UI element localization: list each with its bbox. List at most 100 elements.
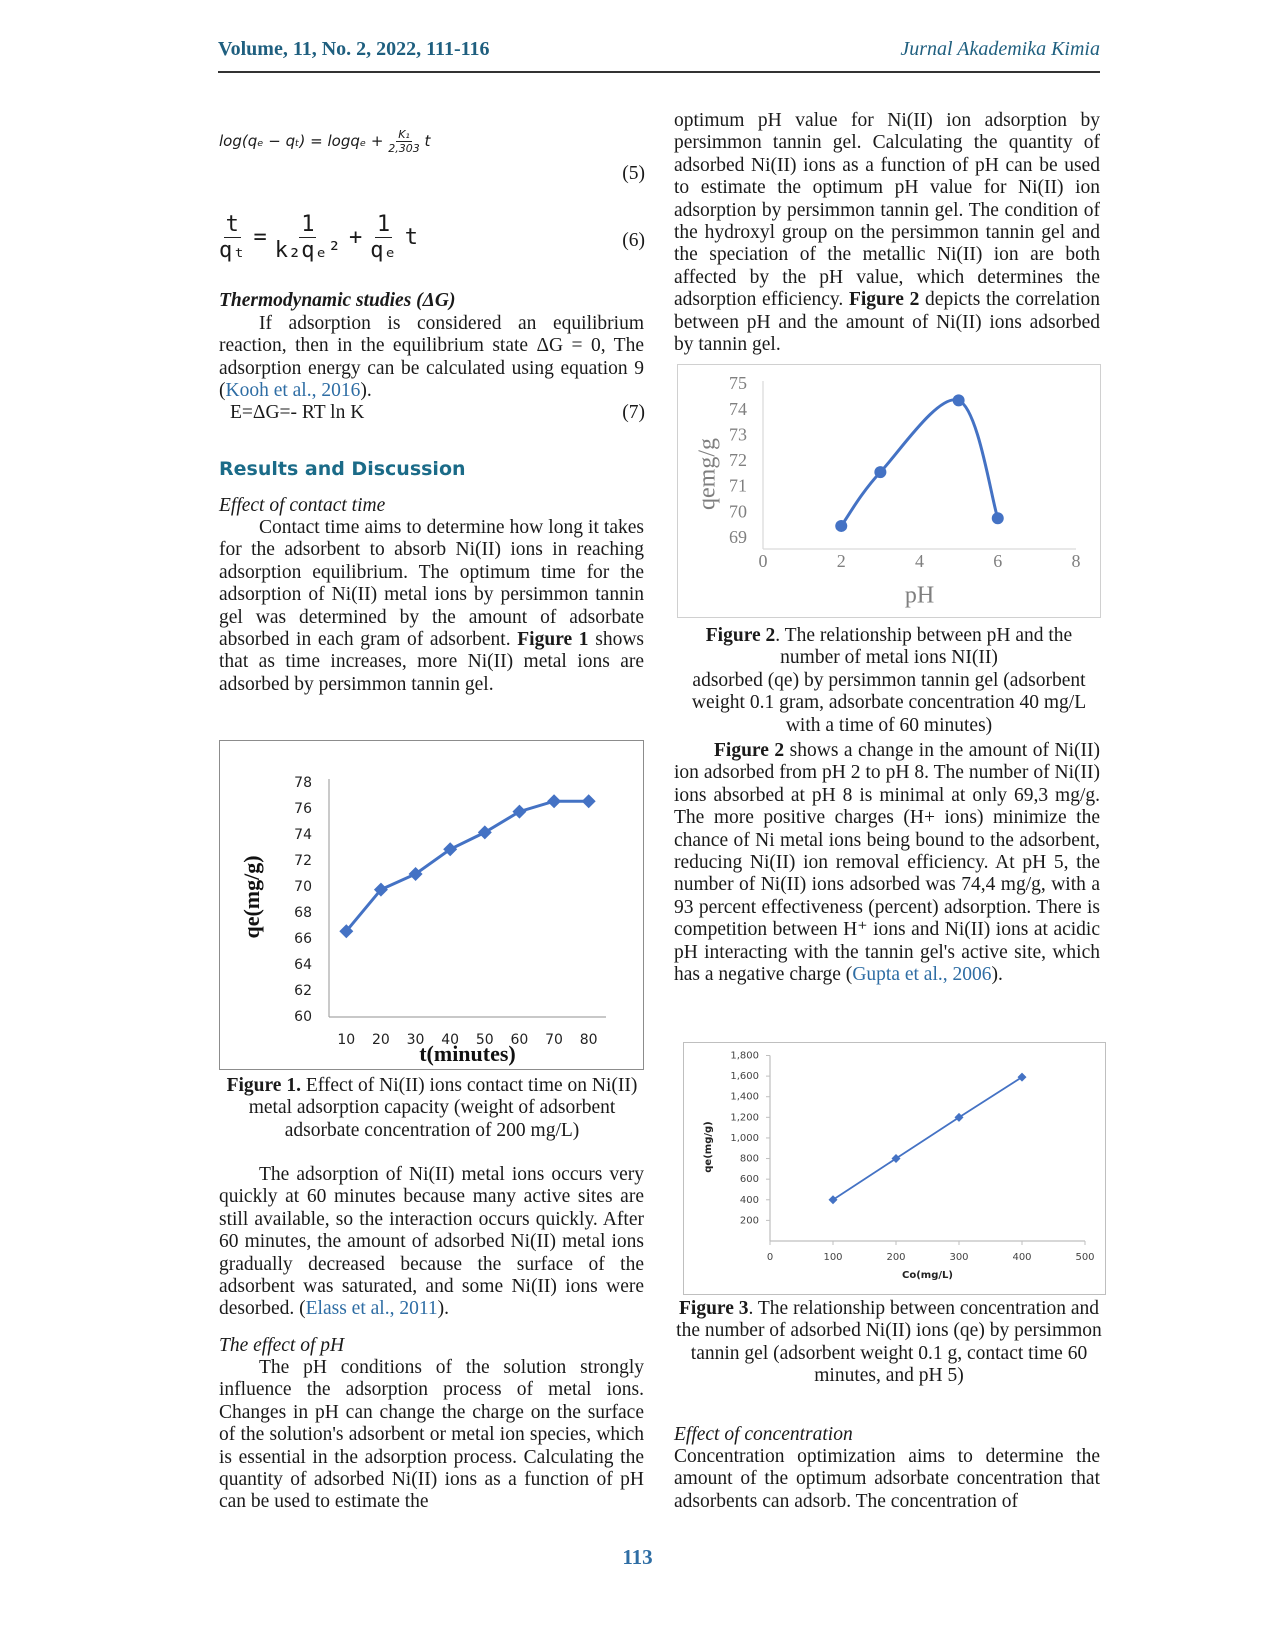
text: shows a change in the amount of Ni(II) i… (674, 740, 1100, 986)
y-tick-label: 71 (729, 476, 747, 496)
text: ). (360, 380, 372, 402)
x-tick-label: 80 (580, 1032, 598, 1048)
eq-fraction: 1 k₂qₑ² (275, 212, 341, 263)
x-tick-label: 40 (441, 1032, 459, 1048)
x-tick-label: 2 (837, 551, 846, 571)
marker (339, 924, 354, 939)
text: ). (991, 964, 1003, 986)
data-line (345, 799, 589, 933)
header-journal: Jurnal Akademika Kimia (900, 38, 1100, 60)
x-tick-label: 10 (337, 1032, 355, 1048)
eq-num: t (223, 212, 241, 238)
y-tick-label: 74 (729, 399, 747, 419)
marker (373, 882, 388, 897)
marker (1017, 1072, 1027, 1082)
x-axis-label: Co(mg/L) (902, 1270, 953, 1281)
marker (512, 804, 527, 819)
marker (874, 466, 887, 479)
figure-caption: Figure 2. The relationship between pH an… (674, 625, 1104, 737)
y-tick-label: 64 (294, 957, 312, 973)
x-tick-label: 8 (1072, 551, 1081, 571)
chart: 200 400 600 800 1,000 1,200 1,400 1,600 1,800 Co(… (703, 1051, 1095, 1282)
y-tick-label: 200 (740, 1215, 759, 1226)
y-tick-label: 73 (729, 424, 747, 444)
page-number: 113 (622, 1545, 653, 1569)
header-rule (218, 71, 1100, 73)
x-axis-label: pH (905, 583, 934, 609)
marker (891, 1154, 901, 1164)
x-tick-label: 50 (476, 1032, 494, 1048)
eq-number: (5) (622, 163, 645, 184)
x-tick-label: 60 (511, 1032, 529, 1048)
eq-text: t (404, 225, 418, 250)
eq-fraction: t qₜ (219, 212, 246, 263)
subheading: Effect of contact time (219, 495, 386, 516)
equation-7: E=ΔG=- RT ln K (230, 402, 365, 423)
text: shows that as time increases, more Ni(II… (219, 629, 644, 695)
y-tick-label: 1,200 (730, 1112, 759, 1123)
x-tick-label: 300 (949, 1252, 968, 1263)
chart: 69 70 71 72 73 74 75 pH qemg/g 0 2 4 6 8 (695, 373, 1081, 609)
paragraph: Figure 2 shows a change in the amount of… (674, 740, 1100, 986)
marker (952, 394, 965, 407)
x-tick-label: 100 (823, 1252, 842, 1263)
eq-num: K₁ (396, 128, 412, 142)
paragraph: The adsorption of Ni(II) metal ions occu… (219, 1164, 644, 1321)
marker (828, 1195, 838, 1205)
y-tick-label: 800 (740, 1154, 759, 1165)
text: The adsorption of Ni(II) metal ions occu… (219, 1164, 644, 1320)
data-line (840, 398, 1000, 527)
paragraph: If adsorption is considered an equilibri… (219, 313, 644, 403)
x-axis-label: t(minutes) (419, 1041, 516, 1066)
y-tick-label: 1,800 (730, 1051, 759, 1062)
data-line (832, 1076, 1023, 1201)
paragraph: optimum pH value for Ni(II) ion adsorpti… (674, 110, 1100, 356)
y-tick-label: 1,600 (730, 1071, 759, 1082)
y-axis-label: qe(mg/g) (703, 1121, 714, 1172)
marker (408, 867, 423, 881)
section-heading: Results and Discussion (219, 458, 466, 480)
citation[interactable]: Kooh et al., 2016 (225, 380, 361, 402)
x-tick-label: 0 (759, 551, 768, 571)
y-tick-label: 78 (294, 775, 312, 791)
text: ). (437, 1298, 449, 1320)
subheading: The effect of pH (219, 1335, 345, 1356)
paragraph: Contact time aims to determine how long … (219, 517, 644, 696)
x-tick-label: 30 (407, 1032, 425, 1048)
eq-fraction: 1 qₑ (370, 212, 397, 263)
subheading: Thermodynamic studies (ΔG) (219, 290, 456, 311)
y-tick-label: 68 (294, 905, 312, 921)
eq-num: 1 (374, 212, 393, 238)
y-tick-label: 72 (294, 853, 312, 869)
caption-text: adsorbed (qe) by persimmon tannin gel (a… (691, 669, 1087, 736)
figure-1: 60 62 64 66 68 70 72 74 76 78 t(minutes) qe(mg/g) 10… (219, 740, 644, 1070)
x-tick-label: 70 (545, 1032, 563, 1048)
y-axis-label: qemg/g (695, 438, 721, 510)
citation[interactable]: Gupta et al., 2006 (852, 964, 992, 986)
equation-5: log(qₑ − qₜ) = logqₑ + K₁ 2,303 t (219, 128, 644, 155)
equation-6: t qₜ = 1 k₂qₑ² + 1 qₑ t (219, 212, 418, 263)
y-tick-label: 60 (294, 1009, 312, 1025)
y-tick-label: 1,000 (730, 1133, 759, 1144)
y-tick-label: 1,400 (730, 1092, 759, 1103)
paragraph: The pH conditions of the solution strong… (219, 1357, 644, 1513)
citation[interactable]: Elass et al., 2011 (305, 1298, 438, 1320)
caption-label: Figure 1. (226, 1075, 301, 1096)
y-tick-label: 66 (294, 931, 312, 947)
y-tick-label: 72 (729, 450, 747, 470)
figure-ref: Figure 1 (517, 629, 589, 651)
eq-den: qₑ (370, 238, 397, 263)
text: depicts the correlation between pH and t… (674, 289, 1100, 356)
x-tick-label: 0 (767, 1252, 773, 1263)
caption-label: Figure 2 (705, 625, 776, 646)
y-tick-label: 70 (729, 501, 747, 521)
eq-num: 1 (299, 212, 317, 238)
marker (581, 794, 596, 809)
y-tick-label: 74 (294, 827, 312, 843)
text: optimum pH value for Ni(II) ion adsorpti… (674, 110, 1100, 311)
marker (954, 1112, 964, 1122)
y-tick-label: 70 (294, 879, 312, 895)
y-axis-label: qe(mg/g) (239, 855, 264, 938)
x-tick-label: 6 (993, 551, 1002, 571)
text: Contact time aims to determine how long … (219, 517, 644, 651)
